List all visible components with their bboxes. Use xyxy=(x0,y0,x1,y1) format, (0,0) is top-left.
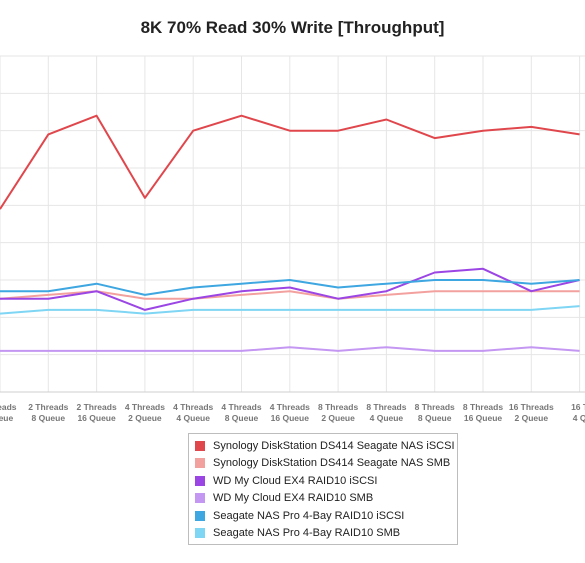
x-tick-label: 2 Threads 16 Queue xyxy=(77,402,117,423)
x-tick-label: ThreadsQueue xyxy=(0,402,17,423)
legend-item[interactable]: WD My Cloud EX4 RAID10 iSCSI xyxy=(195,472,451,490)
legend-swatch xyxy=(195,493,205,504)
series-lines xyxy=(0,114,580,352)
series-line-4 xyxy=(0,279,580,296)
x-tick-label: 8 Threads 2 Queue xyxy=(318,402,358,423)
x-tick-label: 8 Threads 8 Queue xyxy=(415,402,455,423)
legend-item[interactable]: Synology DiskStation DS414 Seagate NAS S… xyxy=(195,455,451,473)
legend-label: Seagate NAS Pro 4-Bay RAID10 iSCSI xyxy=(213,509,405,522)
legend-label: Seagate NAS Pro 4-Bay RAID10 SMB xyxy=(213,527,401,540)
legend-swatch xyxy=(195,458,205,469)
x-tick-label: 8 Threads 4 Queue xyxy=(366,402,406,423)
series-line-5 xyxy=(0,305,580,315)
x-tick-label: 8 Threads 16 Queue xyxy=(463,402,503,423)
x-tick-label: 16 T4 Q xyxy=(571,402,585,423)
legend-label: WD My Cloud EX4 RAID10 SMB xyxy=(213,492,374,505)
legend-item[interactable]: Synology DiskStation DS414 Seagate NAS i… xyxy=(195,437,455,455)
chart-title: 8K 70% Read 30% Write [Throughput] xyxy=(140,18,445,37)
legend-swatch xyxy=(195,440,205,451)
x-tick-label: 16 Threads 2 Queue xyxy=(509,402,554,423)
legend-swatch xyxy=(195,475,205,486)
series-line-0 xyxy=(0,114,580,210)
legend-label: WD My Cloud EX4 RAID10 iSCSI xyxy=(213,474,378,487)
legend-item[interactable]: Seagate NAS Pro 4-Bay RAID10 SMB xyxy=(195,525,451,543)
x-tick-label: 4 Threads 16 Queue xyxy=(270,402,310,423)
legend-swatch xyxy=(195,510,205,521)
legend-swatch xyxy=(195,528,205,539)
x-tick-label: 4 Threads 4 Queue xyxy=(173,402,213,423)
series-line-2 xyxy=(0,267,580,311)
x-tick-label: 4 Threads 2 Queue xyxy=(125,402,165,423)
legend-label: Synology DiskStation DS414 Seagate NAS S… xyxy=(213,457,451,470)
legend: Synology DiskStation DS414 Seagate NAS i… xyxy=(188,433,458,545)
legend-item[interactable]: WD My Cloud EX4 RAID10 SMB xyxy=(195,490,451,508)
legend-item[interactable]: Seagate NAS Pro 4-Bay RAID10 iSCSI xyxy=(195,507,451,525)
x-tick-label: 4 Threads 8 Queue xyxy=(221,402,261,423)
x-tick-label: 2 Threads 8 Queue xyxy=(28,402,68,423)
series-line-3 xyxy=(0,346,580,352)
legend-label: Synology DiskStation DS414 Seagate NAS i… xyxy=(213,439,455,452)
grid-lines xyxy=(0,55,585,393)
